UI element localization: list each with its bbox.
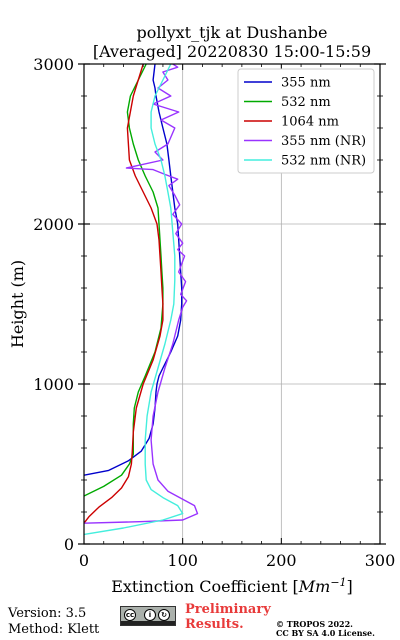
preliminary-results-note: Preliminary Results. [185, 602, 271, 632]
cc-icon: cc [124, 609, 136, 621]
y-tick-label: 1000 [33, 375, 74, 394]
series-line-4 [84, 64, 184, 536]
profile-lines [84, 64, 199, 536]
series-line-0 [84, 64, 183, 476]
sa-icon: ↻ [158, 609, 170, 621]
legend-label-4: 532 nm (NR) [281, 154, 366, 169]
method-text: Method: Klett [8, 622, 100, 637]
y-tick-label: 0 [64, 535, 74, 554]
x-tick-label: 100 [167, 551, 198, 570]
series-line-1 [84, 64, 164, 497]
x-tick-label: 200 [266, 551, 297, 570]
x-tick-label: 300 [365, 551, 396, 570]
by-icon: i [144, 609, 156, 621]
axes-frame [83, 63, 381, 545]
y-tick-label: 3000 [33, 55, 74, 74]
legend-label-1: 532 nm [281, 95, 331, 110]
chart-title-line2: [Averaged] 20220830 15:00-15:59 [93, 42, 371, 61]
legend-label-0: 355 nm [281, 76, 331, 91]
series-line-2 [84, 64, 164, 524]
y-axis-label: Height (m) [8, 260, 27, 348]
series-line-3 [84, 64, 199, 524]
legend-label-2: 1064 nm [281, 115, 339, 130]
legend-label-3: 355 nm (NR) [281, 134, 366, 149]
legend: 355 nm 532 nm 1064 nm 355 nm (NR) 532 nm (NR… [237, 68, 375, 174]
cc-license-badge: cc i ↻ [120, 606, 176, 626]
legend-box [237, 68, 375, 174]
x-axis-label: Extinction Coefficient [Mm−1] [111, 576, 353, 596]
version-text: Version: 3.5 [8, 606, 87, 621]
x-tick-label: 0 [79, 551, 89, 570]
y-tick-label: 2000 [33, 215, 74, 234]
chart-title-line1: pollyxt_tjk at Dushanbe [136, 23, 327, 42]
copyright-note: © TROPOS 2022. CC BY SA 4.0 License. [276, 619, 375, 638]
